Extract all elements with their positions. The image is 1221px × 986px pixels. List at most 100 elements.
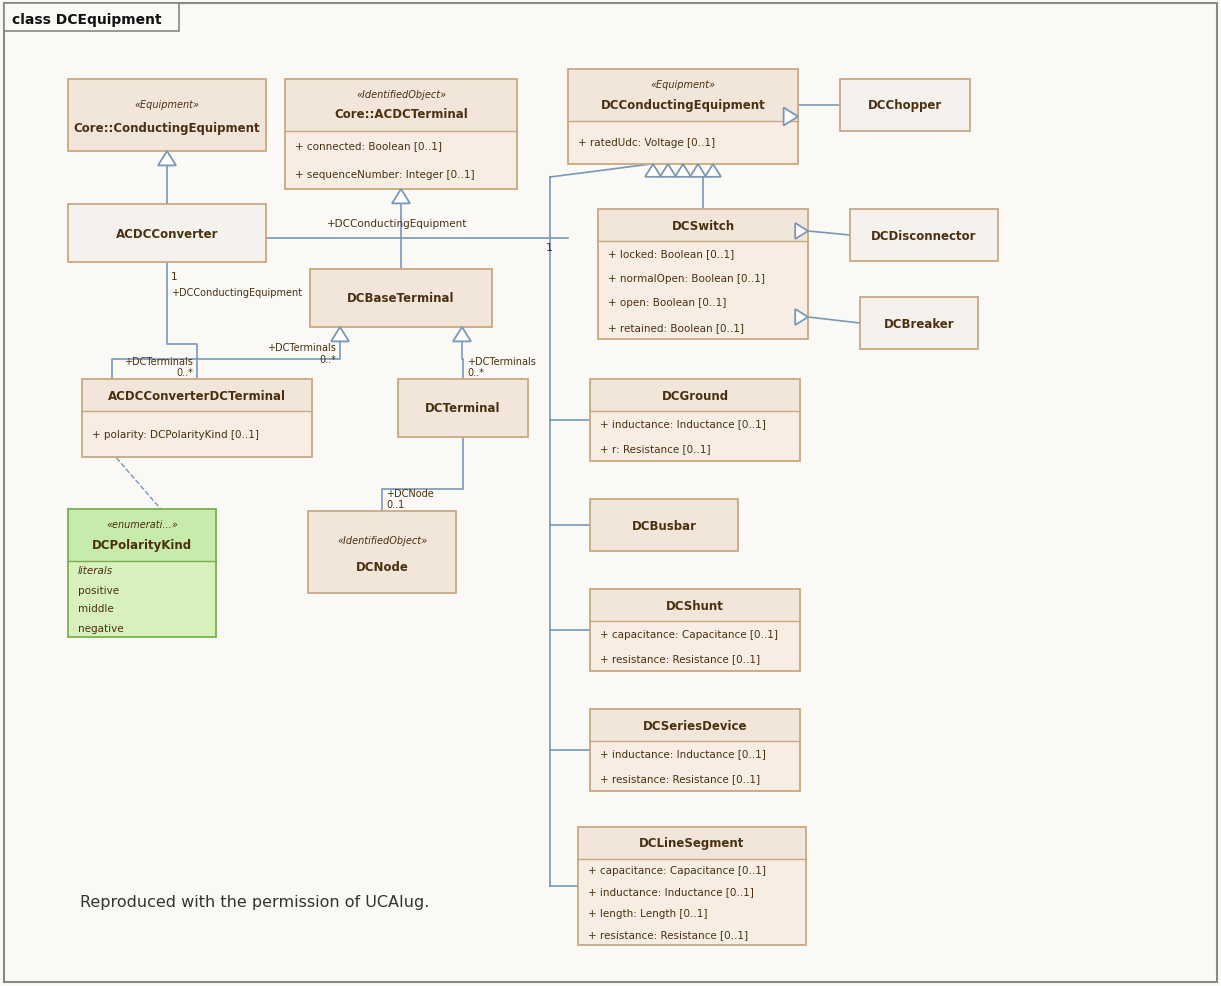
Bar xyxy=(82,380,313,411)
Text: + inductance: Inductance [0..1]: + inductance: Inductance [0..1] xyxy=(600,419,766,429)
Text: DCShunt: DCShunt xyxy=(667,599,724,612)
Bar xyxy=(68,80,266,152)
Bar xyxy=(68,561,216,637)
Bar xyxy=(68,205,266,262)
Polygon shape xyxy=(795,224,808,240)
Text: +DCNode: +DCNode xyxy=(386,488,433,499)
Text: +DCConductingEquipment: +DCConductingEquipment xyxy=(171,288,302,298)
Text: + inductance: Inductance [0..1]: + inductance: Inductance [0..1] xyxy=(589,886,753,896)
Text: ACDCConverterDCTerminal: ACDCConverterDCTerminal xyxy=(107,389,286,402)
Text: Core::ACDCTerminal: Core::ACDCTerminal xyxy=(335,108,468,121)
Polygon shape xyxy=(392,190,410,204)
Text: DCTerminal: DCTerminal xyxy=(425,402,501,415)
Text: + sequenceNumber: Integer [0..1]: + sequenceNumber: Integer [0..1] xyxy=(295,171,475,180)
Text: «Equipment»: «Equipment» xyxy=(651,80,716,90)
Text: ACDCConverter: ACDCConverter xyxy=(116,227,219,241)
Text: class DCEquipment: class DCEquipment xyxy=(12,13,161,27)
Bar xyxy=(82,380,313,458)
Bar xyxy=(284,80,516,190)
Bar xyxy=(590,709,800,741)
Text: middle: middle xyxy=(78,603,114,614)
Bar xyxy=(310,270,492,327)
Text: Core::ConductingEquipment: Core::ConductingEquipment xyxy=(73,122,260,135)
Polygon shape xyxy=(645,165,661,177)
Text: DCSwitch: DCSwitch xyxy=(672,219,735,233)
Polygon shape xyxy=(784,108,799,126)
Text: + polarity: DCPolarityKind [0..1]: + polarity: DCPolarityKind [0..1] xyxy=(92,430,259,440)
Bar xyxy=(578,859,806,945)
Text: DCConductingEquipment: DCConductingEquipment xyxy=(601,99,766,111)
Text: DCNode: DCNode xyxy=(355,561,409,574)
Bar xyxy=(68,510,216,637)
Text: DCBaseTerminal: DCBaseTerminal xyxy=(347,292,454,306)
Bar xyxy=(568,70,799,122)
Text: DCChopper: DCChopper xyxy=(868,100,943,112)
Bar xyxy=(310,270,492,327)
Text: +DCConductingEquipment: +DCConductingEquipment xyxy=(327,219,468,229)
Text: 0..1: 0..1 xyxy=(386,500,404,510)
Bar xyxy=(82,411,313,458)
Text: 0..*: 0..* xyxy=(319,355,336,365)
Text: + ratedUdc: Voltage [0..1]: + ratedUdc: Voltage [0..1] xyxy=(578,138,716,148)
Bar xyxy=(68,80,266,152)
Bar xyxy=(590,500,737,551)
Bar xyxy=(590,621,800,671)
Text: DCPolarityKind: DCPolarityKind xyxy=(92,538,192,551)
Polygon shape xyxy=(331,327,349,342)
Text: «IdentifiedObject»: «IdentifiedObject» xyxy=(357,90,446,100)
Bar xyxy=(4,4,179,32)
Text: DCGround: DCGround xyxy=(662,389,729,402)
Text: 1: 1 xyxy=(546,243,553,252)
Polygon shape xyxy=(661,165,676,177)
Bar xyxy=(308,512,455,594)
Text: +DCTerminals: +DCTerminals xyxy=(125,357,193,367)
Bar xyxy=(598,242,808,339)
Bar xyxy=(840,80,969,132)
Text: + resistance: Resistance [0..1]: + resistance: Resistance [0..1] xyxy=(600,654,761,664)
Bar xyxy=(578,827,806,945)
Text: + open: Boolean [0..1]: + open: Boolean [0..1] xyxy=(608,298,726,308)
Bar xyxy=(578,827,806,859)
Text: 0..*: 0..* xyxy=(176,368,193,378)
Text: negative: negative xyxy=(78,623,123,633)
Bar xyxy=(590,709,800,791)
Bar xyxy=(398,380,527,438)
Text: «Equipment»: «Equipment» xyxy=(134,101,199,110)
Text: + resistance: Resistance [0..1]: + resistance: Resistance [0..1] xyxy=(589,930,748,940)
Bar xyxy=(860,298,978,350)
Bar xyxy=(840,80,969,132)
Text: +DCTerminals: +DCTerminals xyxy=(267,343,336,353)
Text: + normalOpen: Boolean [0..1]: + normalOpen: Boolean [0..1] xyxy=(608,273,766,283)
Text: «IdentifiedObject»: «IdentifiedObject» xyxy=(337,535,427,545)
Bar xyxy=(590,590,800,621)
Bar xyxy=(590,411,800,461)
Polygon shape xyxy=(158,152,176,167)
Bar xyxy=(860,298,978,350)
Text: DCLineSegment: DCLineSegment xyxy=(640,837,745,850)
Bar xyxy=(68,510,216,561)
Bar xyxy=(284,80,516,132)
Text: DCDisconnector: DCDisconnector xyxy=(872,230,977,243)
Text: DCBusbar: DCBusbar xyxy=(631,519,696,532)
Polygon shape xyxy=(675,165,691,177)
Bar xyxy=(590,380,800,461)
Text: + capacitance: Capacitance [0..1]: + capacitance: Capacitance [0..1] xyxy=(589,865,766,875)
Bar xyxy=(590,380,800,411)
Bar xyxy=(590,590,800,671)
Bar xyxy=(850,210,998,261)
Text: + connected: Boolean [0..1]: + connected: Boolean [0..1] xyxy=(295,141,442,151)
Bar xyxy=(590,500,737,551)
Text: +DCTerminals: +DCTerminals xyxy=(466,357,536,367)
Bar xyxy=(598,210,808,242)
Bar xyxy=(308,512,455,594)
Text: DCBreaker: DCBreaker xyxy=(884,317,955,330)
Text: + capacitance: Capacitance [0..1]: + capacitance: Capacitance [0..1] xyxy=(600,629,778,639)
Bar xyxy=(568,70,799,165)
Bar xyxy=(850,210,998,261)
Text: Reproduced with the permission of UCAIug.: Reproduced with the permission of UCAIug… xyxy=(81,894,430,909)
Bar xyxy=(598,210,808,339)
Bar xyxy=(284,132,516,190)
Text: 0..*: 0..* xyxy=(466,368,484,378)
Text: + r: Resistance [0..1]: + r: Resistance [0..1] xyxy=(600,444,711,454)
Text: + retained: Boolean [0..1]: + retained: Boolean [0..1] xyxy=(608,322,744,332)
